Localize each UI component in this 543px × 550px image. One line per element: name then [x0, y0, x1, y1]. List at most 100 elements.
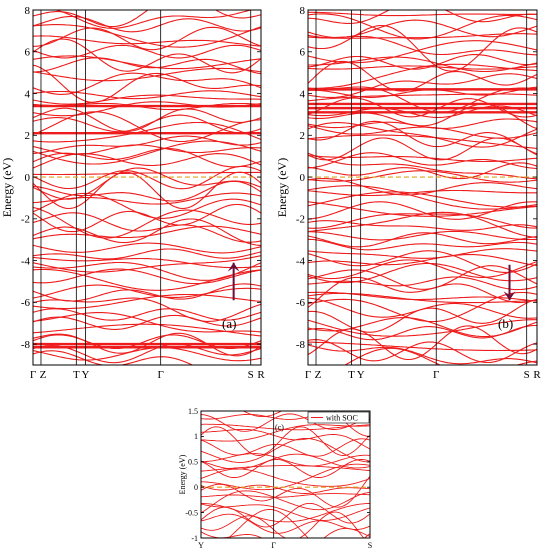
band-line: [308, 65, 537, 70]
band-line: [308, 170, 537, 183]
y-tick-label: 2: [300, 130, 306, 142]
y-axis-label: Energy (eV): [275, 158, 289, 217]
y-tick-label: -1: [191, 534, 198, 543]
band-line: [227, 509, 370, 538]
y-tick-label: 8: [25, 5, 31, 17]
band-line: [33, 144, 261, 156]
band-line: [308, 40, 537, 64]
panel-label: (b): [498, 316, 513, 331]
y-tick-label: -8: [296, 339, 306, 351]
band-line: [201, 438, 370, 463]
band-line: [308, 122, 537, 148]
y-tick-label: 4: [300, 88, 306, 100]
band-line: [308, 317, 537, 338]
band-line: [201, 426, 370, 456]
y-tick-label: -4: [296, 255, 306, 267]
band-line: [33, 343, 261, 364]
band-line: [33, 206, 261, 239]
band-line: [33, 57, 261, 75]
y-tick-label: 6: [25, 47, 31, 59]
band-line: [308, 265, 537, 290]
band-line: [201, 475, 370, 508]
band-line: [308, 213, 537, 229]
band-line: [308, 24, 537, 72]
y-tick-label: -6: [296, 297, 306, 309]
band-line: [33, 114, 261, 134]
band-line: [33, 256, 261, 269]
k-point-label: Z: [40, 369, 47, 381]
band-line: [308, 125, 537, 139]
band-line: [308, 19, 537, 39]
band-line: [33, 308, 261, 321]
band-line: [201, 453, 370, 467]
panel-label: (c): [275, 423, 284, 432]
band-line: [33, 140, 261, 165]
k-point-label: Y: [81, 369, 89, 381]
band-line: [33, 283, 261, 302]
plot-frame: [307, 9, 538, 366]
y-tick-label: 2: [25, 130, 31, 142]
band-line: [201, 423, 370, 431]
band-line: [308, 13, 537, 40]
band-line: [33, 24, 261, 48]
band-line: [33, 72, 261, 95]
band-line: [308, 276, 537, 308]
band-line: [33, 90, 261, 100]
k-point-label: R: [257, 369, 265, 381]
k-point-label: Γ: [305, 369, 311, 381]
band-line: [33, 171, 261, 210]
band-line: [308, 137, 537, 161]
band-line: [33, 248, 261, 260]
band-line: [201, 468, 370, 487]
band-line: [33, 35, 261, 47]
band-lines: [33, 10, 261, 365]
band-line: [308, 177, 537, 196]
band-line: [33, 55, 261, 70]
band-line: [33, 135, 261, 155]
band-line: [308, 259, 537, 280]
plot-frame: [200, 410, 371, 539]
band-line: [201, 438, 370, 457]
band-line: [33, 180, 261, 202]
band-line: [33, 255, 261, 273]
y-tick-label: -0.5: [185, 508, 198, 517]
band-line: [308, 341, 537, 352]
y-tick-label: 8: [300, 5, 306, 17]
band-line: [308, 319, 537, 337]
band-line: [201, 511, 365, 538]
band-line: [308, 162, 537, 180]
band-line: [308, 120, 537, 155]
legend-box: [307, 411, 370, 424]
band-line: [33, 64, 261, 103]
y-tick-label: 6: [300, 47, 306, 59]
band-line: [343, 347, 537, 365]
band-line: [308, 60, 537, 92]
band-line: [201, 413, 370, 432]
band-line: [33, 94, 261, 105]
band-line: [33, 350, 194, 365]
band-line: [308, 250, 537, 273]
band-line: [308, 63, 537, 89]
band-line: [308, 134, 537, 149]
band-line: [201, 503, 370, 521]
k-point-label: S: [248, 369, 254, 381]
k-point-label: Γ: [433, 369, 439, 381]
legend: with SOC: [307, 411, 370, 424]
band-line: [308, 297, 537, 319]
band-line: [33, 26, 261, 51]
k-point-label: T: [73, 369, 80, 381]
band-line: [308, 201, 537, 217]
band-line: [308, 152, 537, 180]
arrow-head: [503, 291, 516, 301]
y-tick-label: 4: [25, 88, 31, 100]
band-line: [308, 232, 537, 248]
band-line: [33, 107, 261, 132]
band-line: [33, 192, 261, 219]
band-line: [33, 212, 261, 243]
band-line: [33, 203, 261, 233]
band-line: [33, 15, 261, 33]
band-line: [308, 11, 537, 17]
k-point-label: Z: [315, 369, 322, 381]
band-line: [33, 261, 261, 281]
